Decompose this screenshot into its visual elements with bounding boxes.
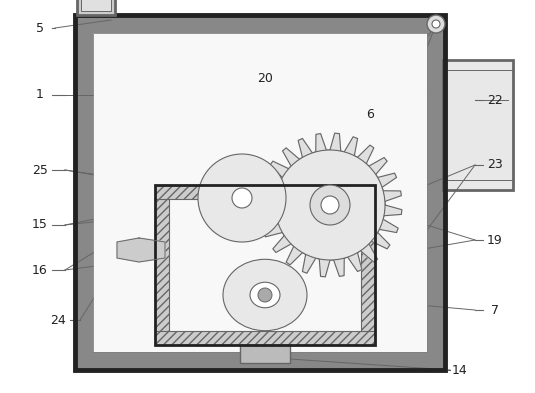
Polygon shape [258, 133, 402, 277]
Circle shape [275, 150, 385, 260]
Circle shape [310, 185, 350, 225]
Bar [75, 15, 445, 370]
Text: 16: 16 [32, 263, 48, 277]
Ellipse shape [250, 282, 280, 308]
Text: 5: 5 [36, 22, 44, 35]
Circle shape [258, 288, 272, 302]
Bar [155, 331, 375, 345]
Bar [240, 345, 290, 363]
Bar [443, 60, 513, 190]
Bar [155, 185, 375, 345]
Ellipse shape [223, 259, 307, 331]
Bar [75, 15, 445, 33]
Text: 20: 20 [257, 72, 273, 84]
Circle shape [427, 15, 445, 33]
Polygon shape [117, 238, 165, 262]
Circle shape [198, 154, 286, 242]
Bar [169, 199, 361, 331]
Text: 14: 14 [452, 364, 468, 376]
Text: 19: 19 [487, 233, 503, 246]
Bar [77, 0, 115, 15]
Bar [427, 15, 445, 370]
Text: 22: 22 [487, 94, 503, 107]
Text: 25: 25 [32, 163, 48, 176]
Text: 7: 7 [491, 303, 499, 316]
Text: 1: 1 [36, 88, 44, 101]
Bar [155, 185, 375, 199]
Text: 6: 6 [366, 108, 374, 121]
Bar [75, 352, 445, 370]
Circle shape [232, 188, 252, 208]
Bar [155, 185, 169, 345]
Bar [361, 185, 375, 345]
Bar [93, 33, 427, 352]
Circle shape [432, 20, 440, 28]
Text: 15: 15 [32, 219, 48, 231]
Circle shape [321, 196, 339, 214]
Text: 23: 23 [487, 158, 503, 171]
Bar [81, 0, 111, 11]
Text: 24: 24 [50, 314, 66, 327]
Bar [75, 15, 93, 370]
